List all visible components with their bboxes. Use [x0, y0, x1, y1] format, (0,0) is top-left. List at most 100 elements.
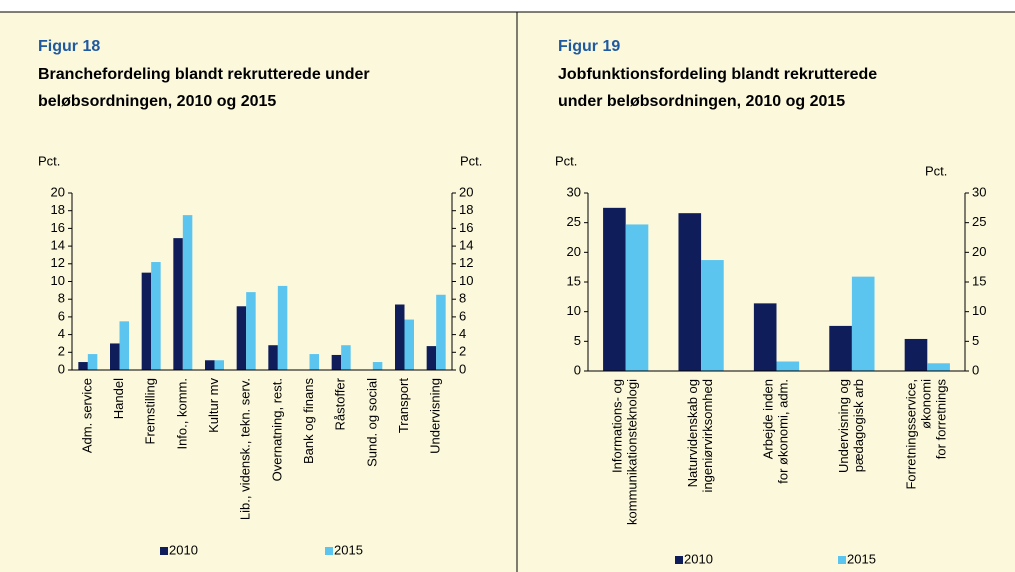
y2-tick-label: 2 [459, 344, 466, 359]
x-tick-label: Transport [396, 378, 411, 434]
y2-tick-label: 18 [459, 202, 473, 217]
figure-number: Figur 18 [38, 38, 100, 55]
legend-swatch [160, 547, 168, 555]
bar [173, 238, 183, 370]
bar [331, 354, 342, 370]
y-axis-label: Pct. [38, 153, 60, 168]
bar [851, 276, 875, 371]
y2-axis-label: Pct. [925, 163, 947, 178]
y2-tick-label: 5 [972, 333, 979, 348]
bar [182, 215, 193, 370]
y2-tick-label: 20 [972, 244, 986, 259]
legend-swatch [675, 556, 683, 564]
bar [395, 304, 405, 370]
y-tick-label: 8 [58, 291, 65, 306]
x-tick-label: Adm. service [79, 378, 94, 453]
x-tick-label: Forretningsservice, [904, 379, 919, 490]
y-tick-label: 15 [567, 273, 581, 288]
y2-tick-label: 8 [459, 291, 466, 306]
y2-tick-label: 20 [459, 184, 473, 199]
y-tick-label: 4 [58, 326, 65, 341]
bar [701, 260, 724, 371]
y-tick-label: 20 [51, 184, 65, 199]
chart-title: Jobfunktionsfordeling blandt rekruttered… [558, 66, 877, 83]
bar [151, 262, 161, 370]
x-tick-label: Overnatning, rest. [269, 378, 284, 481]
bar [426, 346, 437, 370]
y-tick-label: 10 [567, 303, 581, 318]
bar [78, 362, 88, 370]
x-tick-label: Informations- og [610, 379, 625, 473]
y2-tick-label: 15 [972, 273, 986, 288]
legend-label: 2015 [847, 551, 876, 566]
bar [246, 292, 256, 370]
x-tick-label: Lib., vidensk., tekn. serv. [238, 378, 253, 520]
bar [110, 343, 120, 370]
background [0, 12, 1015, 572]
x-tick-label: pædagogisk arb [851, 379, 866, 472]
bar [236, 306, 247, 370]
y-tick-label: 30 [567, 184, 581, 199]
x-tick-label: Sund. og social [364, 378, 379, 467]
y2-tick-label: 30 [972, 184, 986, 199]
x-tick-label: økonomi [919, 379, 934, 429]
bar [214, 360, 224, 370]
y-tick-label: 18 [51, 202, 65, 217]
y2-tick-label: 16 [459, 220, 473, 235]
bar [776, 361, 800, 371]
y2-tick-label: 6 [459, 308, 466, 323]
x-tick-label: for økonomi, adm. [775, 379, 790, 484]
x-tick-label: Handel [111, 378, 126, 419]
legend-label: 2015 [334, 542, 363, 557]
x-tick-label: Undervisning [428, 378, 443, 454]
bar [625, 224, 649, 371]
bar [436, 294, 446, 370]
chart-title: beløbsordningen, 2010 og 2015 [38, 93, 276, 110]
y2-tick-label: 0 [459, 361, 466, 376]
bar [404, 319, 414, 370]
x-tick-label: Fremstilling [143, 378, 158, 444]
x-tick-label: Arbejde inden [760, 379, 775, 459]
y-tick-label: 10 [51, 273, 65, 288]
y-tick-label: 14 [51, 238, 65, 253]
y-tick-label: 0 [58, 361, 65, 376]
y-axis-label: Pct. [555, 153, 577, 168]
bar [927, 363, 950, 371]
x-tick-label: Info., komm. [174, 378, 189, 450]
bar [678, 213, 702, 371]
bar [603, 207, 626, 371]
y2-tick-label: 10 [972, 303, 986, 318]
y-tick-label: 20 [567, 244, 581, 259]
bar [341, 345, 351, 370]
bar [205, 360, 215, 370]
legend-label: 2010 [169, 542, 198, 557]
legend-label: 2010 [684, 551, 713, 566]
y-tick-label: 5 [574, 333, 581, 348]
y2-tick-label: 12 [459, 255, 473, 270]
bar [372, 362, 383, 370]
chart-title: under beløbsordningen, 2010 og 2015 [558, 93, 845, 110]
bar [277, 285, 288, 370]
bar [753, 303, 777, 371]
x-tick-label: Naturvidenskab og [685, 379, 700, 487]
x-tick-label: Bank og finans [301, 378, 316, 465]
x-tick-label: Kultur mv [206, 378, 221, 433]
legend-swatch [838, 556, 846, 564]
figure-number: Figur 19 [558, 38, 620, 55]
legend-swatch [325, 547, 333, 555]
bar [119, 321, 129, 370]
bar [309, 354, 319, 370]
x-tick-label: kommunikationsteknologi [625, 379, 640, 525]
y-tick-label: 0 [574, 362, 581, 377]
y2-tick-label: 4 [459, 326, 466, 341]
bar [141, 272, 152, 370]
y2-tick-label: 14 [459, 238, 473, 253]
x-tick-label: for forretnings [934, 379, 949, 460]
x-tick-label: Undervisning og [836, 379, 851, 473]
bar [829, 325, 852, 371]
y-tick-label: 25 [567, 214, 581, 229]
y2-tick-label: 10 [459, 273, 473, 288]
y-tick-label: 12 [51, 255, 65, 270]
y2-axis-label: Pct. [460, 153, 482, 168]
